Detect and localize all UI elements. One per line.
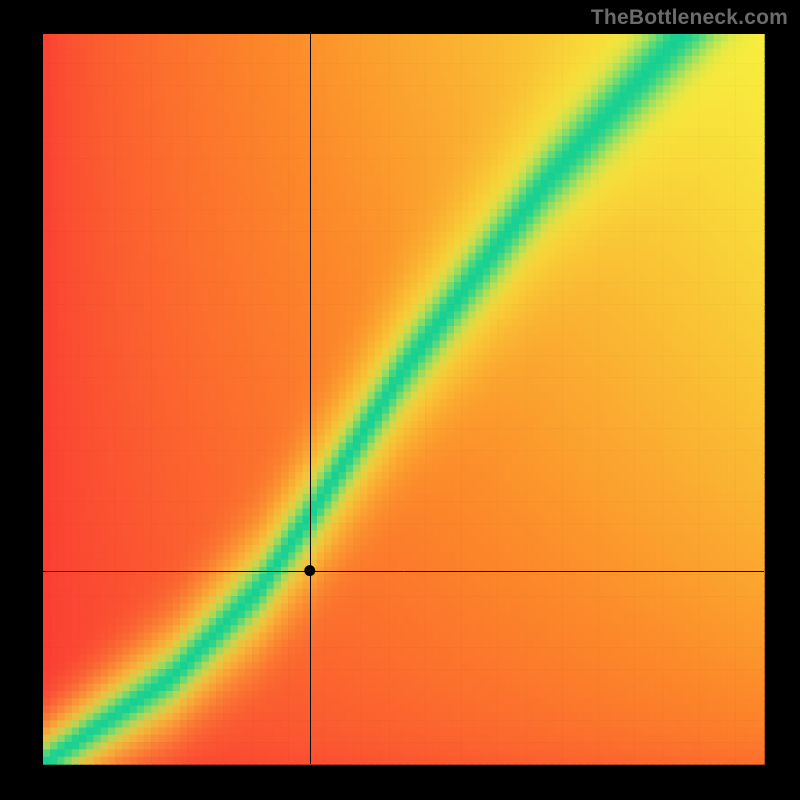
chart-container: TheBottleneck.com: [0, 0, 800, 800]
bottleneck-heatmap: [0, 0, 800, 800]
watermark-text: TheBottleneck.com: [591, 6, 788, 30]
